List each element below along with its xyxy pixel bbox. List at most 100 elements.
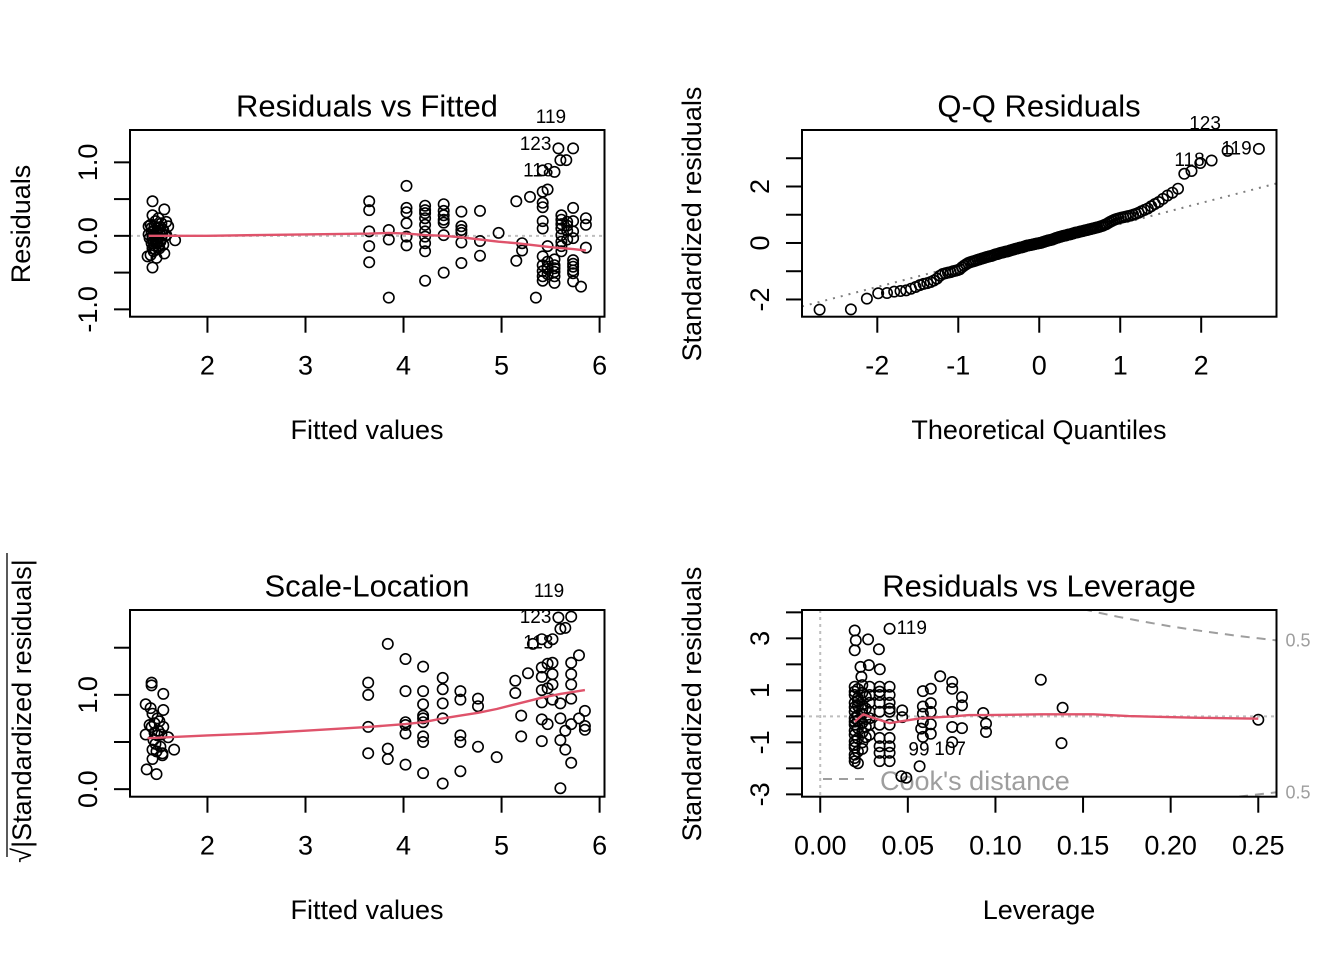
y-axis-label: Standardized residuals [677,87,707,362]
y-tick-label: 0.0 [73,217,103,255]
data-point [848,624,861,637]
point-label: 99 [908,740,929,761]
data-point [515,730,528,743]
data-point [883,746,896,759]
x-tick-label: 2 [1194,351,1209,381]
x-tick-label: 5 [494,351,509,381]
data-point [150,745,163,758]
data-point [813,303,826,316]
axes: -2 -1 0 1 2 -2 0 2 [745,157,1209,381]
x-tick-label: 0.00 [794,831,847,861]
data-point [147,734,160,747]
data-point [417,685,430,698]
data-point [567,260,580,273]
data-point [541,657,554,670]
data-point [862,659,875,672]
data-point [567,142,580,155]
x-tick-label: 2 [200,351,215,381]
cooks-level-label: 0.5 [1286,782,1311,802]
data-point [1034,673,1047,686]
data-point [157,703,170,716]
point-label: 107 [934,739,966,760]
x-tick-label: -1 [946,351,970,381]
point-label: 123 [520,134,552,155]
point-label: 119 [1221,138,1251,159]
x-tick-label: 0.25 [1232,831,1285,861]
data-point [536,164,549,177]
data-point [565,668,578,681]
data-point [382,224,395,237]
data-point [419,245,432,258]
data-point [145,679,158,692]
data-point [916,685,929,698]
data-point [515,709,528,722]
data-point [454,693,467,706]
data-point [979,717,992,730]
data-point [555,245,568,258]
data-point [883,755,896,768]
data-point [546,656,559,669]
x-tick-label: 0.15 [1057,831,1110,861]
data-point [848,680,861,693]
x-tick-label: 1 [1113,351,1128,381]
data-point [552,142,565,155]
data-point [400,201,413,214]
data-point [145,720,158,733]
data-point [578,719,591,732]
data-point [541,255,554,268]
data-point [437,204,450,217]
cooks-distance-curve-upper [1082,610,1277,642]
data-point [157,687,170,700]
y-tick-label: 3 [745,631,775,646]
data-point [554,734,567,747]
x-axis-label: Theoretical Quantiles [911,415,1166,445]
data-point [381,637,394,650]
data-point [144,702,157,715]
data-point [363,195,376,208]
data-point [455,220,468,233]
data-point [490,751,503,764]
data-point [977,706,990,719]
data-point [895,770,908,783]
data-point [883,705,896,718]
data-point [561,215,574,228]
data-point [381,752,394,765]
chart-title: Q-Q Residuals [937,89,1140,124]
data-points [141,142,592,304]
data-point [855,670,868,683]
data-point [924,718,937,731]
data-point [579,241,592,254]
data-point [934,670,947,683]
data-point [574,280,587,293]
data-point [560,154,573,167]
data-point [548,165,561,178]
data-point [155,728,168,741]
y-tick-label: 1.0 [73,676,103,714]
data-point [436,777,449,790]
data-point [883,680,896,693]
data-point [883,740,896,753]
data-point [400,239,413,252]
data-point [454,729,467,742]
data-point [419,204,432,217]
data-point [578,723,591,736]
data-point [400,230,413,243]
data-point [140,763,153,776]
x-axis-label: Fitted values [290,415,443,445]
data-point [362,747,375,760]
data-point [363,240,376,253]
data-point [417,735,430,748]
plot-frame [801,609,1278,798]
point-label: 118 [523,161,553,182]
data-point [145,221,158,234]
data-point [946,675,959,688]
data-point [454,735,467,748]
x-tick-label: 5 [494,831,509,861]
smooth-curve [853,713,1259,725]
data-point [536,196,549,209]
data-point [915,722,928,735]
data-point [946,736,959,749]
point-labels: 119 99 107 [897,618,966,761]
data-point [548,270,561,283]
data-point [455,205,468,218]
